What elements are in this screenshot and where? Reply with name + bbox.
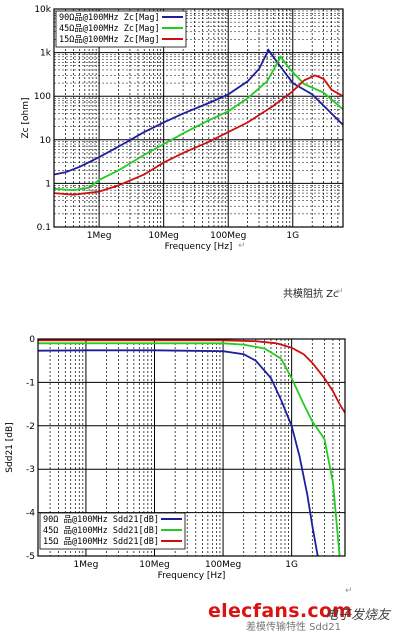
y-tick-label: 10k <box>34 5 51 15</box>
x-tick-label: 1G <box>285 560 298 570</box>
legend-label: 90Ω品@100MHz Zc[Mag] <box>59 13 160 23</box>
series-line-2 <box>38 342 341 556</box>
legend-label: 45Ω品@100MHz Zc[Mag] <box>59 24 160 34</box>
y-tick-label: 0 <box>29 335 35 345</box>
watermark-cn: 电子发烧友 <box>325 608 391 623</box>
x-tick-label: 100Meg <box>210 231 246 241</box>
y-tick-label: -3 <box>26 465 35 475</box>
plot-frame <box>37 338 346 557</box>
y-tick-label: -1 <box>26 378 35 388</box>
paragraph-mark: ↵ <box>238 241 246 251</box>
y-tick-label: -2 <box>26 422 35 432</box>
chart-2: 1Meg 10Meg 100Meg 1G -5 -4 -3 -2 -1 0 Frequency [H… <box>5 335 346 581</box>
y-tick-label: 1k <box>40 49 52 59</box>
series-line-3 <box>38 339 345 414</box>
plot-frame <box>53 8 344 228</box>
x-tick-label: 100Meg <box>205 560 241 570</box>
chart-1: 1Meg 10Meg 100Meg 1G 0.1 1 10 100 1k 10k Frequency… <box>21 5 344 252</box>
y-tick-label: -5 <box>26 552 35 562</box>
x-tick-label: 10Meg <box>139 560 169 570</box>
y-axis-label: Sdd21 [dB] <box>5 422 15 472</box>
legend-label: 45Ω 品@100MHz Sdd21[dB] <box>43 526 159 536</box>
caption-differential-transmission: 差模传输特性 Sdd21 <box>246 622 341 633</box>
paragraph-mark: ↵ <box>345 586 353 596</box>
x-tick-label: 10Meg <box>148 231 178 241</box>
y-tick-label: 0.1 <box>37 223 51 233</box>
legend-label: 15Ω 品@100MHz Sdd21[dB] <box>43 537 159 547</box>
x-axis-label: Frequency [Hz] <box>165 242 233 252</box>
y-tick-label: -4 <box>26 509 35 519</box>
x-tick-label: 1G <box>286 231 299 241</box>
series-line-1 <box>54 48 343 176</box>
caption-common-mode-impedance: 共模阻抗 Zc <box>283 289 339 300</box>
x-axis-label: Frequency [Hz] <box>158 571 226 581</box>
y-axis-label: Zc [ohm] <box>21 98 31 139</box>
x-tick-label: 1Meg <box>87 231 112 241</box>
x-tick-label: 1Meg <box>74 560 99 570</box>
paragraph-mark: ↵ <box>336 287 344 297</box>
series-line-3 <box>54 74 343 196</box>
legend-label: 15Ω品@100MHz Zc[Mag] <box>59 35 160 45</box>
series-line-2 <box>54 55 343 192</box>
legend-box <box>39 512 186 550</box>
series-line-1 <box>38 349 319 556</box>
y-tick-label: 1 <box>45 179 51 189</box>
y-tick-label: 10 <box>40 136 52 146</box>
legend-label: 90Ω 品@100MHz Sdd21[dB] <box>43 515 159 525</box>
y-tick-label: 100 <box>34 92 51 102</box>
watermark-site: elecfans.com <box>208 600 353 622</box>
